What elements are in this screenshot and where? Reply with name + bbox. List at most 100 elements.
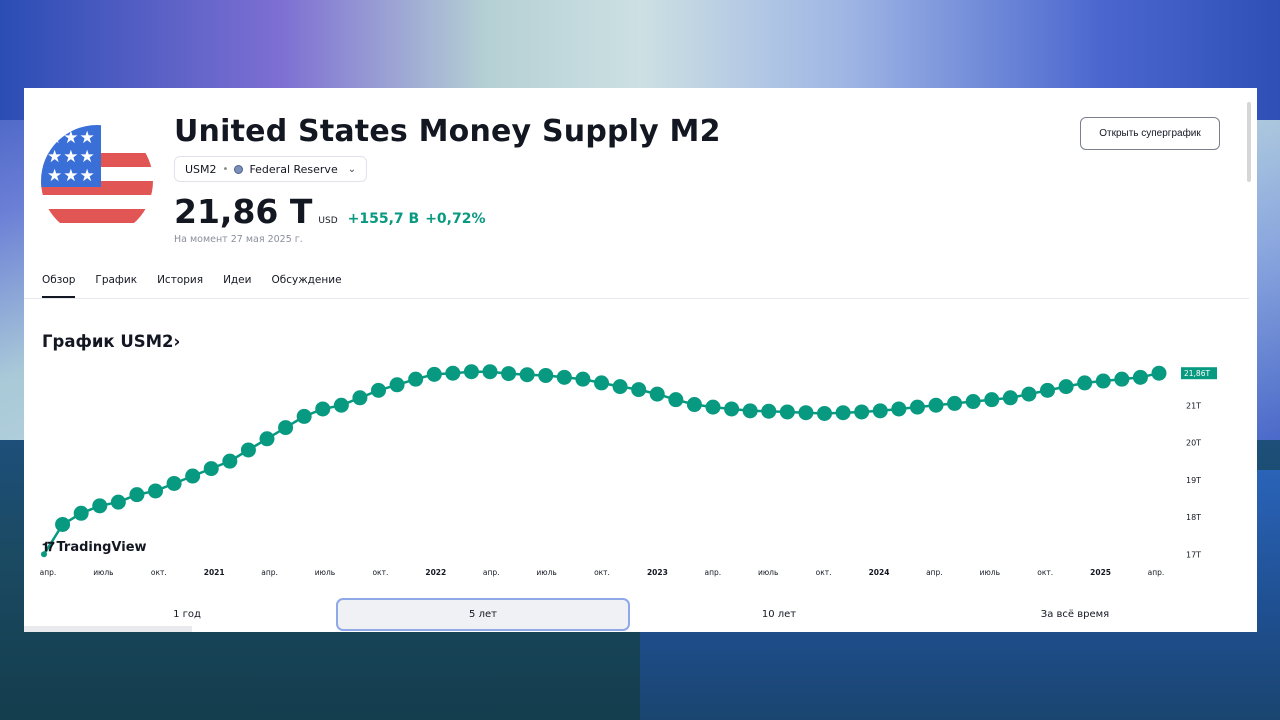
tab-overview[interactable]: Обзор — [42, 274, 76, 298]
tab-history[interactable]: История — [157, 274, 204, 286]
us-flag-icon: ★★★ ★★★ ★★★ — [41, 125, 153, 237]
data-point[interactable] — [203, 461, 219, 477]
chevron-down-icon: ⌄ — [347, 163, 357, 175]
data-point[interactable] — [1077, 375, 1093, 391]
data-point[interactable] — [426, 366, 442, 382]
data-point[interactable] — [445, 365, 461, 381]
symbol-label: USM2 — [185, 162, 217, 176]
data-point[interactable] — [984, 392, 1000, 408]
data-point[interactable] — [148, 483, 163, 499]
tab-discussion[interactable]: Обсуждение — [271, 274, 342, 286]
x-tick-label: 2025 — [1090, 568, 1111, 577]
data-point[interactable] — [1058, 379, 1074, 395]
data-point[interactable] — [872, 403, 888, 419]
range-all[interactable]: За всё время — [1040, 609, 1110, 620]
data-point[interactable] — [519, 367, 535, 383]
tradingview-logo[interactable]: 𝟏𝟕 TradingView — [42, 540, 147, 555]
x-tick-label: июль — [980, 568, 1000, 577]
data-point[interactable] — [928, 397, 944, 413]
data-point[interactable] — [1040, 382, 1055, 398]
data-point[interactable] — [463, 364, 479, 380]
x-tick-label: окт. — [816, 568, 832, 577]
data-point[interactable] — [965, 394, 981, 410]
data-point[interactable] — [129, 487, 145, 503]
data-point[interactable] — [240, 442, 256, 458]
data-point[interactable] — [73, 505, 89, 521]
change-absolute: +155,7 B — [347, 211, 420, 227]
data-point[interactable] — [315, 401, 331, 417]
x-tick-label: июль — [758, 568, 778, 577]
x-tick-label: 2022 — [425, 568, 446, 577]
x-tick-label: апр. — [1148, 568, 1165, 577]
data-point[interactable] — [947, 395, 963, 411]
data-point[interactable] — [779, 404, 795, 420]
open-supergraph-button[interactable]: Открыть суперграфик — [1080, 117, 1220, 150]
data-point[interactable] — [389, 377, 405, 393]
x-tick-label: 2024 — [869, 568, 890, 577]
y-tick-label: 17T — [1186, 550, 1201, 559]
data-point[interactable] — [668, 392, 684, 408]
data-point[interactable] — [909, 399, 925, 415]
data-point[interactable] — [575, 371, 591, 387]
data-point[interactable] — [612, 379, 628, 395]
data-point[interactable] — [742, 403, 758, 419]
data-point[interactable] — [1021, 386, 1037, 402]
data-point[interactable] — [1132, 369, 1148, 385]
current-value: 21,86 T — [174, 192, 313, 231]
y-tick-label: 18T — [1186, 513, 1201, 522]
data-point[interactable] — [222, 453, 238, 469]
data-point[interactable] — [1151, 365, 1167, 381]
data-point[interactable] — [1002, 390, 1018, 406]
data-point[interactable] — [185, 468, 201, 484]
x-tick-label: окт. — [594, 568, 610, 577]
data-point[interactable] — [408, 371, 424, 387]
data-point[interactable] — [41, 551, 47, 558]
data-point[interactable] — [686, 397, 702, 413]
data-point[interactable] — [798, 405, 814, 421]
data-point[interactable] — [278, 420, 294, 436]
data-point[interactable] — [55, 516, 71, 532]
data-point[interactable] — [333, 397, 349, 413]
data-point[interactable] — [705, 399, 721, 415]
x-tick-label: окт. — [372, 568, 388, 577]
data-point[interactable] — [724, 401, 740, 417]
data-point[interactable] — [352, 390, 368, 406]
x-tick-label: июль — [93, 568, 113, 577]
data-point[interactable] — [817, 405, 832, 421]
symbol-selector[interactable]: USM2 • Federal Reserve ⌄ — [174, 156, 368, 182]
data-point[interactable] — [835, 405, 851, 421]
tab-chart[interactable]: График — [95, 274, 138, 286]
data-point[interactable] — [891, 401, 907, 417]
x-tick-label: апр. — [261, 568, 278, 577]
data-point[interactable] — [166, 475, 182, 491]
data-point[interactable] — [110, 494, 126, 510]
scrollbar[interactable] — [1247, 102, 1251, 182]
x-tick-label: апр. — [40, 568, 57, 577]
data-point[interactable] — [1095, 373, 1111, 389]
data-point[interactable] — [854, 404, 870, 420]
x-tick-label: июль — [315, 568, 335, 577]
data-point[interactable] — [594, 375, 609, 391]
chart-section-title[interactable]: График USM2› — [42, 332, 181, 351]
bottom-strip — [24, 626, 192, 632]
money-supply-chart[interactable]: 21T 20T 19T 18T 17T 21,86T апр. июль окт. 2021 апр… — [24, 358, 1257, 583]
last-value-label: 21,86T — [1184, 369, 1210, 378]
range-10y[interactable]: 10 лет — [761, 609, 797, 620]
data-point[interactable] — [371, 382, 386, 398]
data-point[interactable] — [1114, 371, 1130, 387]
data-point[interactable] — [761, 403, 777, 419]
data-point[interactable] — [501, 366, 517, 382]
range-1y[interactable]: 1 год — [173, 609, 201, 620]
data-point[interactable] — [482, 364, 498, 380]
data-point[interactable] — [649, 386, 665, 402]
data-point[interactable] — [296, 408, 312, 424]
tab-ideas[interactable]: Идеи — [223, 274, 252, 286]
data-point[interactable] — [259, 431, 275, 447]
data-point[interactable] — [556, 369, 572, 385]
app-window: ★★★ ★★★ ★★★ United States Money Supply M2 … — [24, 88, 1257, 632]
data-point[interactable] — [92, 498, 108, 514]
range-5y[interactable]: 5 лет — [336, 598, 630, 631]
data-point[interactable] — [538, 367, 554, 383]
as-of-date: На момент 27 мая 2025 г. — [174, 234, 303, 245]
data-point[interactable] — [631, 382, 647, 398]
